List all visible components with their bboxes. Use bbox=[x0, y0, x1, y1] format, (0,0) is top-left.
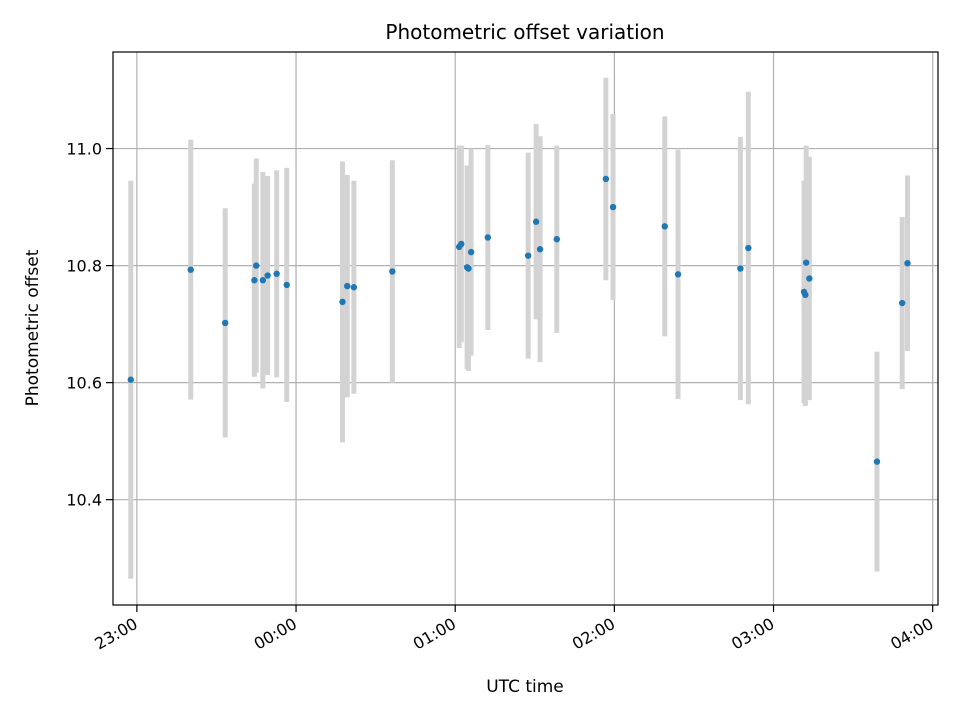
data-point-17 bbox=[467, 248, 475, 256]
y-tick-label-0: 10.4 bbox=[66, 491, 102, 510]
data-point-3 bbox=[251, 277, 258, 284]
y-tick-label-3: 11.0 bbox=[66, 140, 102, 159]
data-point-34 bbox=[898, 299, 906, 307]
data-point-4 bbox=[253, 262, 260, 269]
data-point-0 bbox=[127, 376, 134, 383]
point-layer bbox=[127, 175, 911, 465]
data-point-7 bbox=[273, 270, 280, 277]
data-point-26 bbox=[674, 271, 682, 278]
x-tick-label-0: 23:00 bbox=[91, 614, 140, 654]
data-point-21 bbox=[536, 246, 544, 253]
data-point-30 bbox=[802, 291, 809, 299]
y-axis-label: Photometric offset bbox=[23, 249, 43, 406]
x-tick-label-3: 02:00 bbox=[569, 614, 618, 654]
grid-layer bbox=[113, 52, 938, 605]
x-tick-label-5: 04:00 bbox=[887, 614, 936, 654]
data-point-5 bbox=[259, 277, 267, 284]
x-tick-label-4: 03:00 bbox=[728, 614, 777, 654]
data-point-27 bbox=[737, 265, 744, 272]
y-tick-label-2: 10.8 bbox=[66, 257, 102, 276]
data-point-22 bbox=[553, 236, 561, 243]
data-point-28 bbox=[745, 244, 752, 252]
data-point-12 bbox=[389, 268, 396, 275]
data-point-18 bbox=[484, 234, 492, 241]
chart-title: Photometric offset variation bbox=[385, 20, 664, 44]
data-point-32 bbox=[806, 275, 813, 282]
data-point-23 bbox=[602, 175, 610, 183]
data-point-16 bbox=[465, 265, 472, 272]
data-point-20 bbox=[532, 218, 540, 225]
x-tick-label-2: 01:00 bbox=[410, 614, 459, 654]
plot-area bbox=[113, 52, 938, 605]
x-axis-label: UTC time bbox=[486, 677, 564, 697]
data-point-19 bbox=[524, 252, 532, 259]
data-point-11 bbox=[350, 284, 358, 291]
data-point-2 bbox=[222, 319, 229, 327]
data-point-25 bbox=[661, 223, 668, 230]
data-point-35 bbox=[904, 260, 911, 267]
data-point-24 bbox=[609, 203, 617, 211]
data-point-6 bbox=[264, 272, 271, 279]
data-point-14 bbox=[458, 240, 465, 248]
data-point-31 bbox=[802, 259, 810, 266]
data-point-10 bbox=[344, 282, 351, 290]
data-point-33 bbox=[873, 458, 881, 465]
x-tick-label-1: 00:00 bbox=[251, 614, 300, 654]
data-point-8 bbox=[283, 281, 290, 289]
plot-frame bbox=[112, 51, 939, 606]
y-tick-label-1: 10.6 bbox=[66, 374, 102, 393]
data-point-9 bbox=[339, 298, 346, 306]
data-point-1 bbox=[187, 266, 194, 273]
